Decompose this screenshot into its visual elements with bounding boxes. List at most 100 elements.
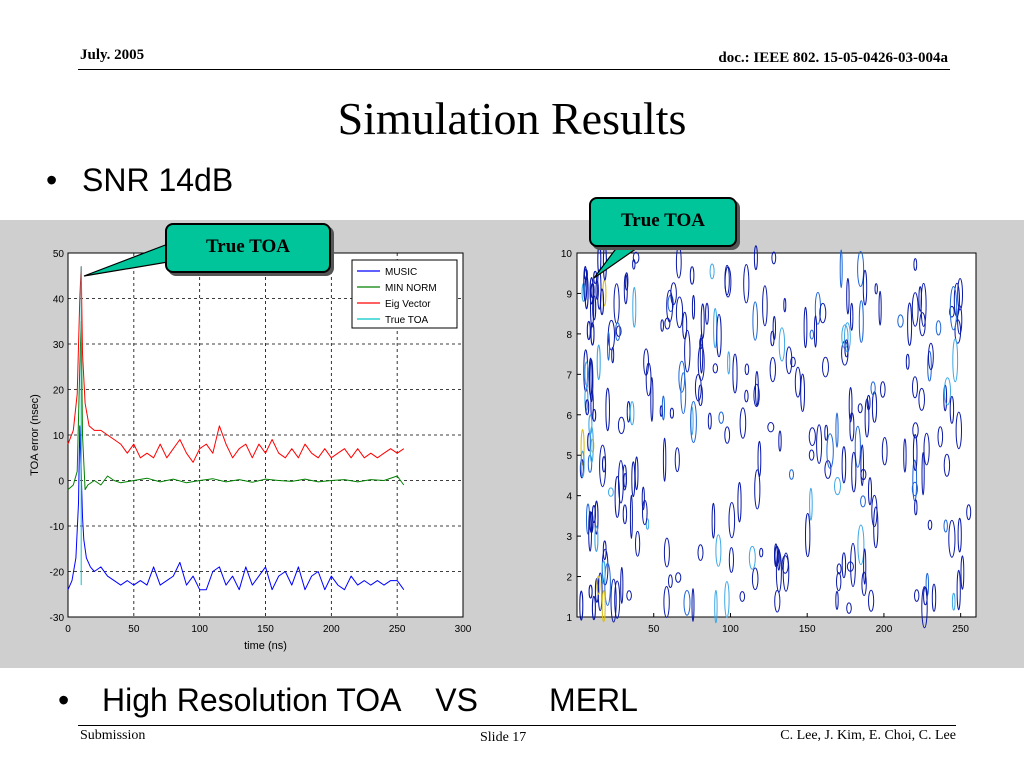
- contour: [881, 437, 888, 466]
- contour: [712, 363, 719, 374]
- contour: [689, 266, 695, 285]
- y-tick-label: 10: [53, 431, 65, 442]
- contour: [724, 264, 730, 296]
- contour: [753, 383, 760, 408]
- contour: [629, 494, 633, 539]
- contour: [782, 552, 790, 592]
- contour: [921, 452, 925, 496]
- contour: [907, 302, 913, 346]
- contour: [754, 469, 761, 510]
- contour: [732, 353, 738, 394]
- y-tick-label: 2: [566, 573, 572, 584]
- series-line-music: [67, 425, 405, 591]
- contour: [709, 263, 715, 280]
- contour: [905, 353, 910, 370]
- contour: [642, 499, 648, 526]
- contour: [604, 562, 611, 606]
- contour: [591, 595, 596, 621]
- contour: [767, 422, 775, 433]
- contour: [739, 407, 747, 439]
- contour: [589, 512, 594, 533]
- contour: [605, 387, 610, 432]
- x-tick-label: 100: [191, 624, 208, 635]
- contour: [707, 412, 712, 430]
- contour: [789, 469, 794, 480]
- slide-title: Simulation Results: [337, 93, 687, 144]
- y-tick-label: 40: [53, 295, 65, 306]
- contour: [854, 425, 861, 468]
- contour: [718, 411, 724, 424]
- y-tick-label: 50: [53, 249, 65, 260]
- contour: [699, 337, 703, 350]
- contour: [744, 363, 750, 376]
- contour: [772, 315, 777, 341]
- contour: [935, 320, 942, 336]
- contour: [622, 464, 627, 491]
- header-date: July. 2005: [80, 47, 145, 63]
- contour: [836, 563, 842, 575]
- y-tick-label: 9: [566, 289, 572, 300]
- contour: [663, 537, 670, 568]
- contour: [588, 584, 593, 599]
- contour: [607, 319, 616, 351]
- contour: [670, 282, 677, 306]
- contour: [858, 300, 864, 343]
- y-tick-label: 30: [53, 340, 65, 351]
- contour: [826, 433, 834, 469]
- y-tick-label: -20: [50, 568, 65, 579]
- contour: [923, 432, 930, 466]
- contour: [957, 517, 962, 553]
- contour: [697, 344, 705, 381]
- contour: [809, 487, 813, 521]
- contour: [868, 589, 875, 612]
- contour: [927, 350, 932, 382]
- contour: [752, 301, 758, 341]
- contour: [805, 512, 811, 558]
- contour: [850, 302, 854, 331]
- contour: [822, 356, 829, 378]
- contour: [660, 319, 664, 332]
- contour: [680, 372, 687, 415]
- contour: [912, 422, 919, 439]
- contour: [599, 288, 605, 316]
- x-tick-label: 200: [323, 624, 340, 635]
- contour: [751, 567, 759, 591]
- contour: [724, 426, 731, 444]
- bullet-snr: • SNR 14dB: [46, 162, 233, 199]
- contour: [949, 286, 958, 331]
- contour: [580, 428, 585, 466]
- contour: [727, 351, 731, 375]
- bullet-dot: •: [58, 682, 70, 718]
- contour: [860, 444, 865, 487]
- contour: [790, 356, 796, 368]
- y-tick-label: 3: [566, 532, 572, 543]
- contour: [783, 297, 787, 313]
- contour: [601, 589, 606, 623]
- x-tick-label: 50: [128, 624, 140, 635]
- toa-error-line-chart: 0 50 100 150 200 250 300 -30 -20 -10 0 10 20 30 40 50 ti…: [29, 249, 472, 652]
- contour: [835, 412, 839, 448]
- y-tick-label: 4: [566, 492, 572, 503]
- contour: [596, 575, 601, 595]
- contour: [966, 504, 972, 521]
- contour: [631, 461, 636, 498]
- contour: [911, 481, 918, 497]
- y-tick-label: 1: [566, 613, 572, 624]
- contour: [675, 296, 684, 329]
- contour: [583, 265, 588, 302]
- contour: [698, 384, 703, 407]
- contour: [579, 590, 584, 621]
- contour: [579, 459, 584, 479]
- contour: [607, 331, 610, 361]
- contour: [948, 519, 956, 558]
- footer-submission: Submission: [80, 728, 146, 743]
- contour: [778, 430, 782, 452]
- contour: [957, 277, 964, 311]
- contour: [650, 377, 654, 422]
- contour: [871, 391, 878, 423]
- contour: [669, 407, 674, 419]
- contour: [931, 583, 937, 612]
- contour: [912, 376, 918, 399]
- contour: [914, 499, 918, 516]
